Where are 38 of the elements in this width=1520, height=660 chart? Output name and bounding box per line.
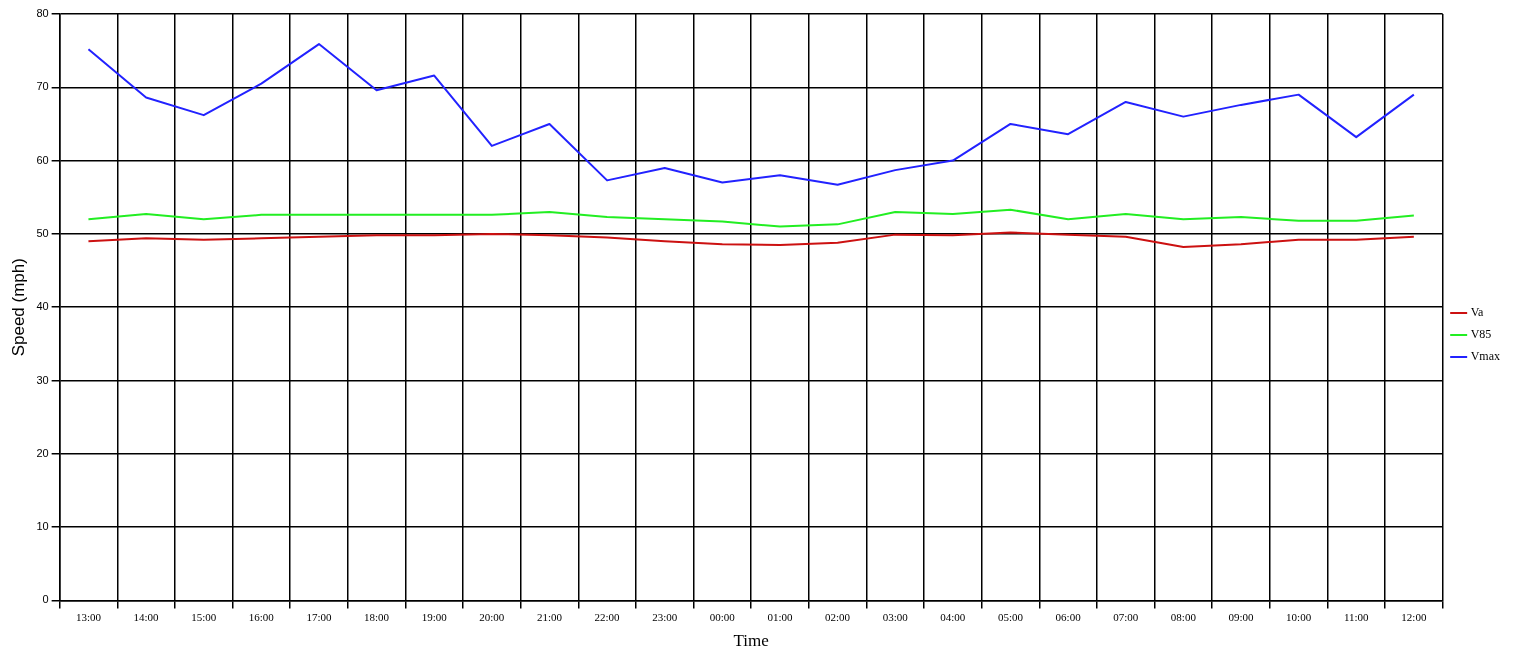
y-tick-label: 40 [36, 300, 49, 313]
x-tick-label: 21:00 [536, 610, 563, 623]
y-tick-label: 20 [36, 446, 49, 459]
x-tick-label: 14:00 [133, 610, 160, 623]
x-tick-label: 03:00 [882, 610, 909, 623]
x-axis-title: Time [733, 631, 769, 651]
x-tick-label: 11:00 [1343, 610, 1370, 623]
x-tick-label: 05:00 [997, 610, 1024, 623]
legend-label: V85 [1470, 327, 1492, 342]
y-tick-label: 80 [36, 7, 49, 20]
x-tick-label: 19:00 [421, 610, 448, 623]
x-tick-label: 12:00 [1401, 610, 1427, 623]
x-tick-label: 00:00 [709, 610, 736, 623]
x-tick-label: 07:00 [1113, 610, 1139, 623]
x-tick-label: 15:00 [191, 610, 217, 623]
x-tick-label: 10:00 [1286, 610, 1312, 623]
y-tick-label: 30 [36, 373, 49, 386]
x-tick-label: 16:00 [248, 610, 275, 623]
x-tick-label: 18:00 [364, 610, 390, 623]
x-tick-label: 13:00 [75, 610, 102, 623]
x-tick-label: 01:00 [767, 610, 793, 623]
y-tick-label: 60 [36, 153, 49, 166]
legend-label: Vmax [1470, 349, 1500, 364]
y-tick-label: 10 [36, 520, 49, 533]
legend-label: Va [1470, 305, 1485, 320]
y-tick-label: 70 [36, 80, 49, 93]
x-tick-label: 23:00 [652, 610, 678, 623]
x-tick-label: 02:00 [825, 610, 851, 623]
x-tick-label: 22:00 [594, 610, 621, 623]
x-tick-label: 09:00 [1228, 610, 1255, 623]
x-tick-label: 06:00 [1055, 610, 1082, 623]
y-axis-title: Speed (mph) [8, 258, 28, 357]
y-tick-label: 50 [36, 226, 49, 239]
x-tick-label: 17:00 [306, 610, 332, 623]
x-tick-label: 20:00 [479, 610, 505, 623]
x-tick-label: 04:00 [940, 610, 966, 623]
y-tick-label: 0 [42, 593, 49, 606]
x-tick-label: 08:00 [1170, 610, 1197, 623]
